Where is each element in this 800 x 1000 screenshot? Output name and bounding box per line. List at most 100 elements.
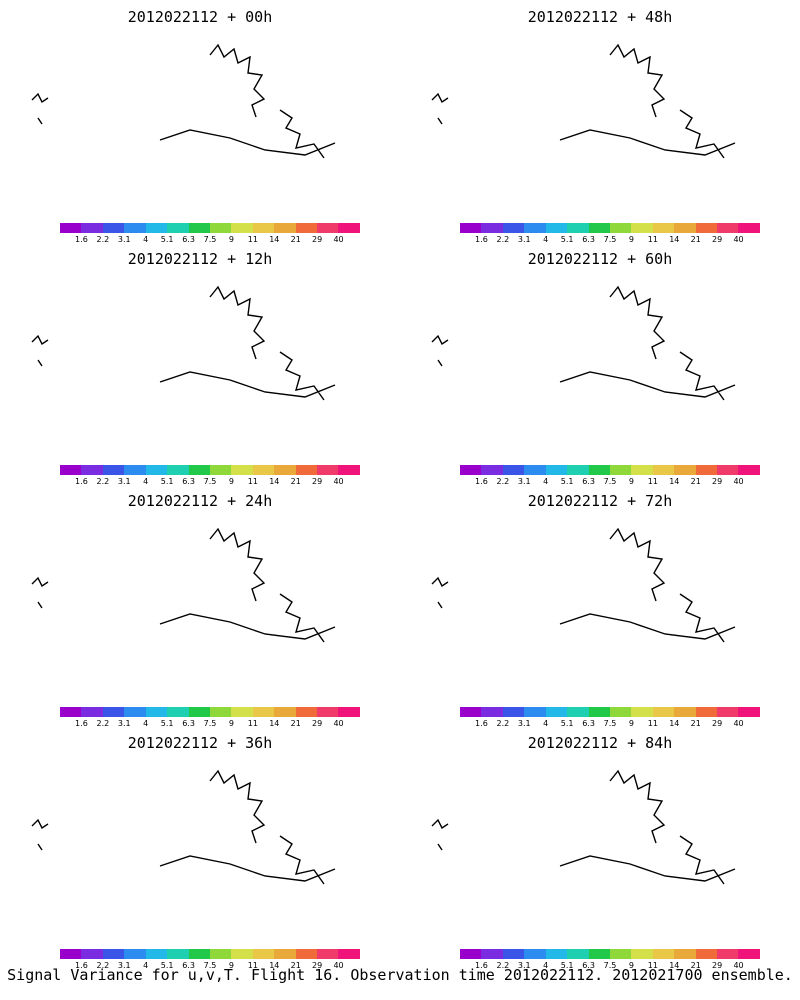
colorbar-label: 7.5	[603, 961, 617, 970]
colorbar-label: 14	[669, 719, 680, 728]
colorbar	[460, 465, 760, 475]
colorbar-label: 6.3	[182, 235, 195, 244]
colorbar-label: 11	[647, 719, 658, 728]
colorbar-labels: 1.6 2.2 3.1 4 5.1 6.3 7.5 9 11 14 21 29 40	[460, 719, 760, 729]
coastline	[431, 818, 449, 851]
map-panel: 2012022112 + 00h 1.6 2.2 3.1 4 5.1 6.3 7.5 9 11 14…	[0, 0, 400, 244]
colorbar-swatch	[295, 707, 318, 717]
colorbar-label: 3.1	[517, 961, 531, 970]
colorbar-label: 29	[712, 961, 723, 970]
colorbar-label: 6.3	[182, 719, 195, 728]
colorbar-swatch	[460, 465, 482, 475]
colorbar	[60, 949, 360, 959]
colorbar-label: 11	[247, 961, 258, 970]
colorbar-swatch	[252, 465, 275, 475]
colorbar-label: 2.2	[96, 477, 110, 486]
colorbar-swatch	[231, 223, 253, 233]
panel-grid: 2012022112 + 00h 1.6 2.2 3.1 4 5.1 6.3 7.5 9 11 14…	[0, 0, 800, 971]
colorbar-label: 6.3	[182, 961, 195, 970]
colorbar-label: 40	[333, 961, 344, 970]
colorbar-swatch	[60, 707, 82, 717]
colorbar-label: 2.2	[96, 961, 110, 970]
colorbar-label: 14	[269, 477, 280, 486]
colorbar-label: 21	[290, 961, 301, 970]
colorbar-swatch	[102, 707, 125, 717]
colorbar-swatch	[167, 949, 189, 959]
colorbar-swatch	[274, 949, 296, 959]
colorbar-label: 14	[669, 235, 680, 244]
colorbar	[60, 465, 360, 475]
colorbar-swatch	[652, 223, 675, 233]
colorbar-label: 2.2	[496, 719, 510, 728]
colorbar-swatch	[717, 223, 739, 233]
colorbar-label: 2.2	[96, 719, 110, 728]
colorbar-label: 6.3	[582, 961, 595, 970]
polar-map	[31, 285, 336, 401]
colorbar-swatch	[209, 223, 232, 233]
colorbar-label: 9	[628, 961, 634, 970]
colorbar-swatch	[631, 223, 653, 233]
colorbar-label: 11	[647, 961, 658, 970]
colorbar	[60, 223, 360, 233]
colorbar-labels: 1.6 2.2 3.1 4 5.1 6.3 7.5 9 11 14 21 29 40	[460, 477, 760, 487]
colorbar-swatch	[652, 707, 675, 717]
polar-map	[431, 769, 736, 885]
coastline	[559, 43, 736, 159]
colorbar-swatch	[167, 223, 189, 233]
colorbar-label: 11	[647, 477, 658, 486]
colorbar-swatch	[738, 707, 760, 717]
colorbar-label: 7.5	[203, 961, 217, 970]
colorbar-label: 3.1	[117, 477, 131, 486]
colorbar-swatch	[588, 465, 610, 475]
colorbar-swatch	[674, 465, 696, 475]
colorbar-label: 21	[690, 235, 701, 244]
colorbar-swatch	[188, 949, 210, 959]
colorbar-label: 1.6	[475, 477, 488, 486]
colorbar-label: 4	[143, 477, 149, 486]
colorbar-swatch	[252, 707, 275, 717]
colorbar-labels: 1.6 2.2 3.1 4 5.1 6.3 7.5 9 11 14 21 29 40	[60, 961, 360, 971]
colorbar-swatch	[545, 949, 568, 959]
colorbar-label: 5.1	[560, 961, 574, 970]
colorbar-swatch	[60, 949, 82, 959]
colorbar-swatch	[317, 949, 339, 959]
colorbar-swatch	[631, 465, 653, 475]
colorbar-label: 7.5	[203, 719, 217, 728]
polar-map	[31, 527, 336, 643]
colorbar-label: 29	[312, 719, 323, 728]
colorbar-label: 9	[628, 235, 634, 244]
colorbar-swatch	[567, 465, 589, 475]
colorbar-swatch	[717, 949, 739, 959]
colorbar-label: 14	[269, 719, 280, 728]
panel-title: 2012022112 + 24h	[127, 492, 273, 510]
colorbar-swatch	[588, 949, 610, 959]
colorbar-swatch	[81, 949, 103, 959]
colorbar-swatch	[209, 707, 232, 717]
figure-caption: Signal Variance for u,v,T. Flight 16. Ob…	[7, 966, 793, 984]
colorbar-label: 3.1	[517, 719, 531, 728]
colorbar-swatch	[717, 465, 739, 475]
colorbar-label: 1.6	[75, 235, 88, 244]
colorbar-swatch	[209, 465, 232, 475]
colorbar-label: 14	[269, 235, 280, 244]
colorbar-swatch	[252, 949, 275, 959]
coastline	[159, 43, 336, 159]
colorbar-swatch	[231, 465, 253, 475]
colorbar-swatch	[502, 707, 525, 717]
colorbar-swatch	[567, 949, 589, 959]
colorbar-label: 1.6	[475, 719, 488, 728]
colorbar-label: 5.1	[160, 477, 174, 486]
colorbar-swatch	[695, 949, 718, 959]
colorbar-label: 29	[312, 235, 323, 244]
coastline	[159, 285, 336, 401]
colorbar-label: 40	[733, 477, 744, 486]
colorbar-swatch	[145, 707, 168, 717]
colorbar-label: 7.5	[603, 477, 617, 486]
colorbar-label: 3.1	[517, 235, 531, 244]
colorbar-swatch	[338, 707, 360, 717]
colorbar-label: 29	[712, 235, 723, 244]
colorbar-swatch	[588, 223, 610, 233]
colorbar-label: 29	[712, 477, 723, 486]
map-panel: 2012022112 + 60h 1.6 2.2 3.1 4 5.1 6.3 7.5 9 11 14…	[400, 242, 800, 486]
colorbar-label: 6.3	[182, 477, 195, 486]
